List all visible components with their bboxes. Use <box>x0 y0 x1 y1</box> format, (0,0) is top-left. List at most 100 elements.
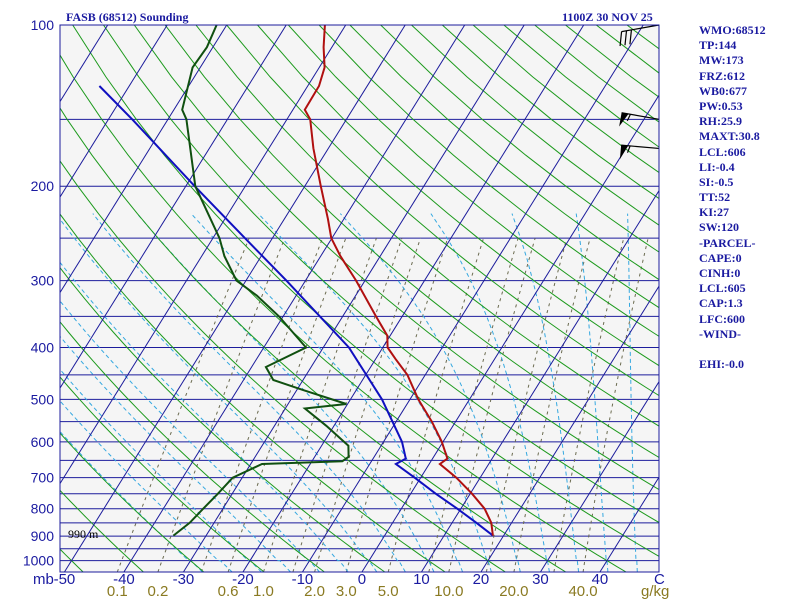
isotherm--90 <box>60 25 168 199</box>
wind-barb-half-feather <box>626 145 631 153</box>
isotherm-10 <box>421 189 659 572</box>
index-item: CAPE:0 <box>699 250 742 265</box>
isotherm-20 <box>480 285 659 572</box>
mixing-ratio-line <box>485 238 568 572</box>
isotherm--60 <box>60 25 347 485</box>
index-item: SW:120 <box>699 220 740 235</box>
dry-adiabat <box>380 25 659 253</box>
mixing-ratio-line <box>428 238 519 572</box>
wind-barb-pennant <box>619 145 629 160</box>
pressure-tick-label: 300 <box>31 273 55 289</box>
dry-adiabat <box>349 25 659 281</box>
index-item: MAXT:30.8 <box>699 129 760 144</box>
dry-adiabat <box>164 25 659 459</box>
index-item: CAP:1.3 <box>699 296 743 311</box>
mixing-ratio-line <box>263 238 377 572</box>
mixing-ratio-tick-label: 3.0 <box>336 583 357 600</box>
temperature-tick-label: -30 <box>173 571 195 588</box>
wind-barb-feather <box>619 31 623 47</box>
mixing-ratio-line <box>448 238 536 572</box>
dry-adiabat <box>60 107 567 572</box>
moist-adiabat <box>60 368 262 572</box>
moist-adiabat <box>60 261 349 572</box>
plot-border <box>59 24 660 573</box>
moist-adiabat <box>339 213 521 572</box>
temperature-profile-line <box>303 25 494 536</box>
isotherm-40 <box>599 476 659 572</box>
isotherm-30 <box>540 380 659 572</box>
pressure-tick-label: 900 <box>31 528 55 544</box>
isotherm-lines <box>0 25 659 572</box>
pressure-tick-label: 200 <box>31 178 55 194</box>
moist-adiabat <box>60 300 320 572</box>
pressure-tick-label: 400 <box>31 339 55 355</box>
mixing-ratio-tick-label: 5.0 <box>378 583 399 600</box>
temperature-tick-labels: -50 -40 -30 -20 -10 0 10 20 30 40 <box>54 571 609 588</box>
mixing-ratio-line <box>292 238 403 572</box>
temperature-tick-label: 0 <box>358 571 366 588</box>
mixing-ratio-unit-label: g/kg <box>641 583 669 600</box>
dry-adiabat <box>226 25 659 397</box>
pressure-tick-label: 800 <box>31 501 55 517</box>
index-item: -WIND- <box>699 326 741 341</box>
index-item: TT:52 <box>699 190 731 205</box>
wind-barb-staff <box>621 112 660 120</box>
dry-adiabat <box>195 25 659 427</box>
mixing-ratio-tick-label: 10.0 <box>434 583 463 600</box>
index-item: SI:-0.5 <box>699 174 734 189</box>
temperature-tick-label: 30 <box>532 571 549 588</box>
dry-adiabat <box>60 54 627 572</box>
mixing-ratio-tick-labels: 0.1 0.2 0.6 1.0 2.0 3.0 5.0 10.0 20.0 40.0 <box>107 583 598 600</box>
temperature-tick-label: -40 <box>113 571 135 588</box>
mixing-ratio-line <box>513 238 591 572</box>
index-item: FRZ:612 <box>699 68 745 83</box>
dry-adiabat <box>318 25 659 309</box>
index-item: WMO:68512 <box>699 23 766 37</box>
index-item: -PARCEL- <box>699 235 756 250</box>
wind-barb-staff <box>621 144 660 150</box>
moist-adiabat <box>627 213 638 572</box>
mixing-ratio-tick-label: 40.0 <box>568 583 597 600</box>
temperature-tick-label: 40 <box>592 571 609 588</box>
dry-adiabat <box>133 25 659 491</box>
wind-barb <box>619 144 660 160</box>
dry-adiabat <box>60 489 144 572</box>
wind-barb-feather <box>629 29 633 45</box>
pressure-tick-label: 500 <box>31 391 55 407</box>
isotherm--20 <box>242 25 585 572</box>
parcel-trace-line <box>98 85 494 537</box>
dry-adiabat <box>60 160 506 572</box>
dry-adiabat <box>257 25 659 367</box>
temperature-tick-label: -10 <box>292 571 314 588</box>
isotherm--110 <box>0 25 48 572</box>
index-item: TP:144 <box>699 38 737 53</box>
mixing-ratio-tick-label: 0.1 <box>107 583 128 600</box>
isotherm--40 <box>123 25 466 572</box>
pressure-tick-labels: 100 200 300 400 500 600 700 800 900 1000 <box>23 17 54 569</box>
isotherm--70 <box>60 25 287 390</box>
isotherm--80 <box>60 25 228 294</box>
mixing-ratio-line <box>553 238 625 572</box>
index-item: CINH:0 <box>699 266 741 280</box>
pressure-tick-label: 100 <box>31 17 55 33</box>
dry-adiabat <box>60 376 265 572</box>
moist-adiabat <box>60 400 233 572</box>
isotherm--30 <box>183 25 525 572</box>
moist-adiabat <box>92 213 406 572</box>
mixing-ratio-line <box>116 238 250 572</box>
pressure-tick-label: 1000 <box>23 553 54 569</box>
isotherm--10 <box>302 25 644 572</box>
dry-adiabat-lines <box>60 25 659 572</box>
chart-datetime: 1100Z 30 NOV 25 <box>562 10 653 24</box>
wind-barbs <box>619 24 660 160</box>
index-item: EHI:-0.0 <box>699 357 744 372</box>
index-item: MW:173 <box>699 53 744 68</box>
mixing-ratio-tick-label: 2.0 <box>304 583 325 600</box>
surface-height-label: 990 m <box>68 527 99 541</box>
temperature-tick-label: 10 <box>413 571 430 588</box>
index-item: LCL:606 <box>699 144 746 159</box>
pressure-tick-label: 700 <box>31 470 55 486</box>
pressure-unit-label: mb <box>33 571 54 588</box>
temperature-tick-label: -20 <box>232 571 254 588</box>
